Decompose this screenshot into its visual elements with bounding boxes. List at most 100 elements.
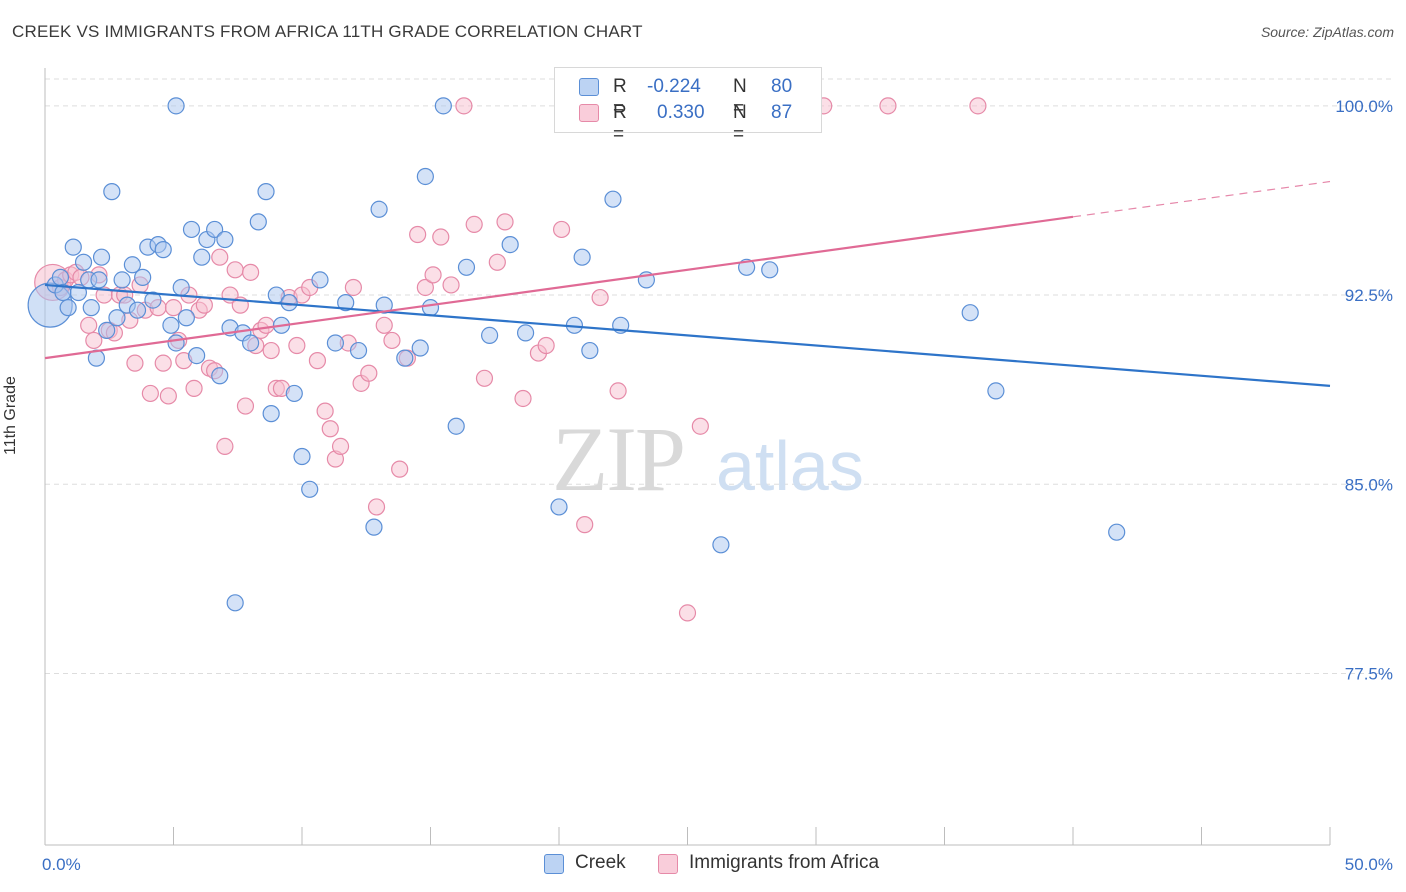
immigrants-point xyxy=(226,261,244,279)
immigrants-n-value: 87 xyxy=(771,102,793,123)
immigrants-point xyxy=(321,420,339,438)
y-tick-label: 85.0% xyxy=(1345,475,1393,494)
immigrants-point xyxy=(576,516,594,534)
immigrants-point xyxy=(316,402,334,420)
creek-point xyxy=(128,301,147,319)
creek-point xyxy=(162,316,180,334)
creek-point xyxy=(370,200,388,218)
immigrants-point xyxy=(591,288,609,307)
creek-n-label: N = xyxy=(733,76,747,119)
creek-point xyxy=(411,339,429,357)
creek-point xyxy=(92,248,111,266)
creek-r-value: -0.224 xyxy=(647,76,701,97)
creek-point xyxy=(90,271,108,289)
creek-swatch xyxy=(579,78,599,96)
immigrants-point xyxy=(391,460,409,478)
creek-r-label: R = xyxy=(613,76,627,119)
immigrants-point xyxy=(552,220,571,239)
y-tick-label: 77.5% xyxy=(1345,664,1393,683)
immigrants-n-label: N = xyxy=(733,102,747,145)
immigrants-point xyxy=(308,352,327,370)
creek-point xyxy=(193,248,211,266)
immigrants-point xyxy=(344,278,362,297)
immigrants-point xyxy=(514,389,532,408)
creek-points xyxy=(27,97,1126,612)
legend-immigrants-swatch xyxy=(658,854,678,874)
immigrants-point xyxy=(331,437,350,456)
creek-point xyxy=(51,268,70,286)
creek-point xyxy=(177,309,195,327)
creek-point xyxy=(573,248,591,266)
immigrants-point xyxy=(455,97,473,115)
creek-point xyxy=(581,341,599,360)
immigrants-point xyxy=(360,364,378,382)
immigrants-point xyxy=(488,253,506,271)
immigrants-point xyxy=(409,225,427,244)
creek-point xyxy=(349,341,368,360)
creek-point xyxy=(167,334,185,352)
creek-n-value: 80 xyxy=(771,76,793,97)
creek-point xyxy=(108,309,126,327)
x-tick-label: 50.0% xyxy=(1345,855,1393,874)
immigrants-point xyxy=(537,336,555,355)
immigrants-point xyxy=(80,316,98,334)
immigrants-point xyxy=(496,213,514,231)
creek-point xyxy=(206,220,224,239)
creek-trendline xyxy=(44,283,1331,387)
creek-point xyxy=(293,447,311,466)
immigrants-r-value: 0.330 xyxy=(657,102,705,123)
creek-point xyxy=(154,241,172,259)
immigrants-point xyxy=(367,498,386,516)
y-tick-label: 100.0% xyxy=(1335,97,1393,116)
legend-immigrants-label: Immigrants from Africa xyxy=(689,852,880,873)
creek-point xyxy=(262,405,280,423)
immigrants-point xyxy=(195,296,213,314)
immigrants-point xyxy=(879,97,897,115)
x-tick-label: 0.0% xyxy=(42,855,81,874)
axes xyxy=(44,68,1331,846)
legend-creek-swatch xyxy=(544,854,564,874)
immigrants-point xyxy=(257,316,275,334)
creek-point xyxy=(113,271,131,289)
creek-point xyxy=(712,536,730,554)
creek-point xyxy=(257,183,275,201)
creek-point xyxy=(74,253,93,271)
creek-point xyxy=(123,256,141,274)
immigrants-point xyxy=(85,331,103,350)
creek-point xyxy=(421,299,440,317)
trendlines xyxy=(44,180,1331,387)
creek-point xyxy=(103,183,121,201)
creek-point xyxy=(416,167,434,186)
immigrants-point xyxy=(262,341,280,360)
y-tick-label: 92.5% xyxy=(1345,286,1393,305)
watermark-zip: ZIP xyxy=(552,408,684,510)
immigrants-point xyxy=(691,417,709,435)
creek-point xyxy=(249,213,267,231)
chart-title: CREEK VS IMMIGRANTS FROM AFRICA 11TH GRA… xyxy=(12,22,643,41)
creek-point xyxy=(188,346,206,365)
creek-point xyxy=(961,304,979,322)
creek-point xyxy=(447,417,465,435)
immigrants-points xyxy=(34,97,987,622)
creek-point xyxy=(501,235,519,254)
creek-point xyxy=(211,367,229,385)
creek-point xyxy=(82,299,100,317)
immigrants-point xyxy=(126,354,144,372)
creek-point xyxy=(242,334,260,352)
source-label: Source: ZipAtlas.com xyxy=(1260,24,1394,40)
tick-labels: 77.5% 85.0% 92.5% 100.0% 0.0% 50.0% xyxy=(42,97,1393,874)
immigrants-point xyxy=(424,266,442,284)
immigrants-trendline xyxy=(44,215,1074,360)
creek-point xyxy=(987,382,1005,400)
creek-point xyxy=(761,261,779,279)
immigrants-point xyxy=(383,331,401,350)
creek-point xyxy=(604,190,622,208)
creek-point xyxy=(59,299,77,317)
creek-point xyxy=(144,291,162,309)
creek-point xyxy=(134,268,152,286)
immigrants-point xyxy=(432,228,450,246)
creek-point xyxy=(182,220,201,239)
creek-point xyxy=(98,321,116,339)
immigrants-point xyxy=(185,379,203,397)
creek-point xyxy=(1108,523,1126,541)
